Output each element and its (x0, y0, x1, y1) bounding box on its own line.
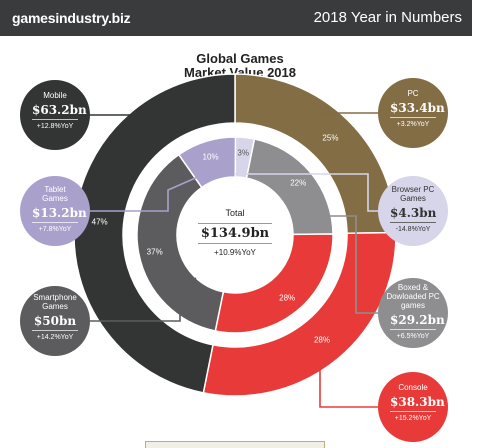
bubble-browser: Browser PC Games $4.3bn -14.8%YoY (378, 176, 448, 246)
outer-slice-mobile (73, 73, 236, 394)
bubble-label: Mobile (43, 91, 67, 100)
bubble-pc: PC $33.4bn +3.2%YoY (378, 78, 448, 148)
bubble-value: $38.3bn (390, 395, 445, 412)
connector-browser (234, 173, 378, 212)
bubble-label: Browser PC Games (391, 185, 435, 203)
bubble-yoy: +3.2%YoY (396, 121, 430, 128)
bubble-value: $13.2bn (32, 206, 87, 223)
center-yoy: +10.9%YoY (214, 248, 256, 257)
connector-pc (319, 112, 378, 140)
header-title: 2018 Year in Numbers (313, 9, 462, 26)
inner-percent-label: 28% (279, 293, 296, 303)
bubble-yoy: +12.8%YoY (36, 123, 74, 130)
header-bar: gamesindustry.biz 2018 Year in Numbers (0, 0, 472, 36)
inner-percent-label: 37% (146, 247, 163, 257)
connector-boxed (296, 215, 378, 314)
center-label: Total (225, 208, 245, 218)
inner-slice-tablet-games (177, 136, 237, 189)
connector-mobile (90, 114, 169, 133)
bubble-yoy: -14.8%YoY (395, 226, 431, 233)
center-total: Total $134.9bn +10.9%YoY (190, 208, 280, 257)
bubble-yoy: +7.8%YoY (38, 226, 72, 233)
bubble-value: $4.3bn (390, 206, 436, 223)
connector-tablet (90, 175, 201, 212)
outer-slice-console (202, 231, 397, 397)
bubble-yoy: +6.5%YoY (396, 333, 430, 340)
bubble-value: $63.2bn (32, 103, 87, 120)
outer-percent-label: 25% (322, 133, 339, 143)
bubble-label: Console (398, 383, 428, 392)
bubble-value: $33.4bn (390, 101, 445, 118)
outer-percent-label: 28% (313, 335, 330, 345)
bubble-tablet: Tablet Games $13.2bn +7.8%YoY (20, 176, 90, 246)
brand-logo: gamesindustry.biz (12, 10, 131, 26)
bubble-label: Smartphone Games (33, 293, 77, 311)
bubble-boxed: Boxed & Dowloaded PC games $29.2bn +6.5%… (378, 278, 448, 348)
inner-slice-smartphone-games (136, 153, 225, 332)
inner-percent-label: 22% (290, 178, 307, 188)
connector-console (319, 332, 378, 408)
inner-slice-console (214, 233, 334, 334)
bubble-label: Boxed & Dowloaded PC games (386, 283, 440, 310)
chart-title-line1: Global Games (196, 51, 284, 66)
bubble-value: $50bn (32, 314, 78, 331)
outer-percent-label: 47% (91, 217, 108, 227)
bubble-label: Tablet Games (42, 185, 68, 203)
bubble-mobile: Mobile $63.2bn +12.8%YoY (20, 80, 90, 150)
bubble-console: Console $38.3bn +15.2%YoY (378, 372, 448, 442)
inner-percent-label: 10% (202, 152, 219, 162)
inner-percent-label: 3% (237, 148, 249, 158)
center-value: $134.9bn (198, 223, 272, 244)
bubble-smartphone: Smartphone Games $50bn +14.2%YoY (20, 286, 90, 356)
bottom-tab (145, 441, 325, 448)
connector-smartphone (90, 277, 197, 322)
bubble-label: PC (407, 89, 419, 98)
bubble-yoy: +14.2%YoY (36, 334, 74, 341)
bubble-yoy: +15.2%YoY (394, 415, 432, 422)
bubble-value: $29.2bn (390, 313, 445, 330)
